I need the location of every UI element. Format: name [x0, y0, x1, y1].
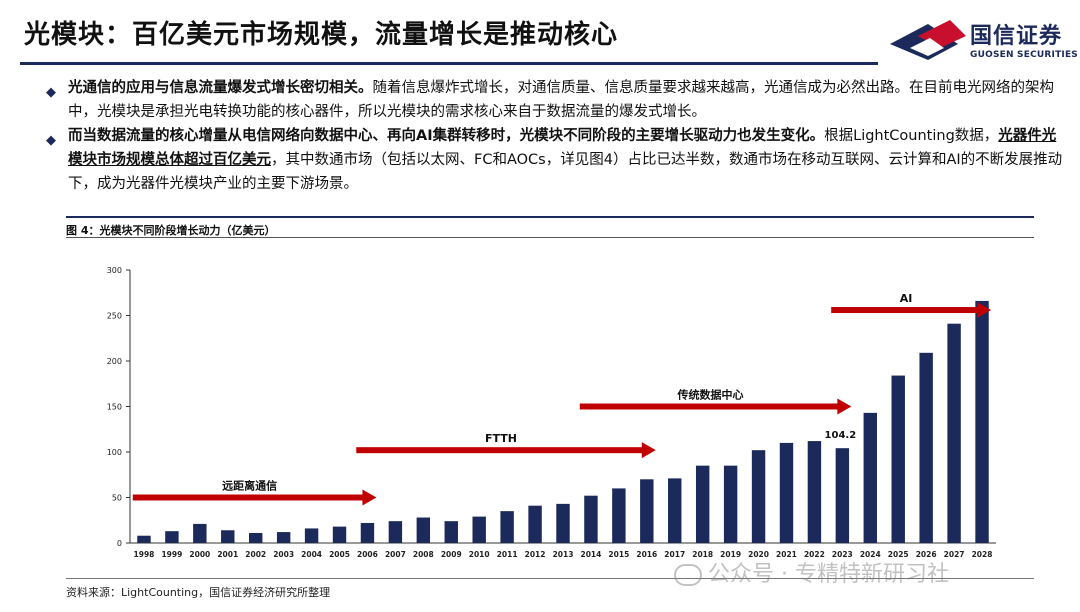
y-tick-label: 0 [117, 539, 122, 548]
x-tick-label: 2012 [525, 550, 546, 559]
x-tick-label: 2014 [580, 550, 601, 559]
bar-2008 [417, 518, 430, 543]
bar-2003 [277, 532, 290, 543]
bar-2004 [305, 528, 318, 543]
annotation-label: 远距离通信 [222, 479, 277, 493]
watermark: 公众号 · 专精特新研习社 [674, 556, 949, 588]
arrow-head-icon [837, 399, 851, 415]
figure-rule-mid [66, 237, 1034, 238]
annotation-arrow [831, 307, 979, 313]
y-tick-label: 200 [107, 357, 122, 366]
bar-chart: 0 50 100 150 200 250 300 1998 1999 2000 2001 2002 20… [66, 240, 1034, 570]
bar-1999 [165, 531, 178, 543]
y-tick-label: 100 [107, 448, 122, 457]
bar-2011 [500, 511, 513, 543]
x-tick-label: 2015 [608, 550, 629, 559]
x-tick-label: 2013 [553, 550, 574, 559]
x-tick-label: 2000 [189, 550, 210, 559]
y-tick-label: 250 [107, 312, 122, 321]
bullet-list: ◆ 光通信的应用与信息流量爆发式增长密切相关。随着信息爆炸式增长，对通信质量、信… [44, 76, 1064, 196]
x-tick-label: 1999 [161, 550, 182, 559]
bullet-2-bold: 而当数据流量的核心增量从电信网络向数据中心、再向AI集群转移时，光模块不同阶段的… [68, 128, 824, 144]
bar-2000 [193, 524, 206, 543]
bar-2002 [249, 533, 262, 543]
annotation-arrow [580, 404, 840, 410]
wechat-icon [674, 564, 702, 586]
figure-title: 图 4：光模块不同阶段增长动力（亿美元） [66, 222, 275, 238]
x-tick-label: 2004 [301, 550, 322, 559]
bar-2019 [724, 466, 737, 543]
title-rule [20, 62, 878, 65]
annotation-label: AI [900, 292, 913, 305]
annotation-label: 传统数据中心 [677, 388, 744, 402]
y-tick-label: 150 [107, 403, 122, 412]
x-tick-label: 2003 [273, 550, 294, 559]
bar-2018 [696, 466, 709, 543]
bar-2024 [864, 413, 877, 543]
arrow-head-icon [642, 442, 656, 458]
x-tick-label: 2001 [217, 550, 238, 559]
x-tick-label: 1998 [134, 550, 155, 559]
bar-1998 [137, 536, 150, 543]
bar-2012 [528, 506, 541, 543]
bar-2022 [808, 441, 821, 543]
bar-2017 [668, 478, 681, 543]
bar-2014 [584, 496, 597, 543]
bullet-2-text-a: 根据LightCounting数据， [824, 128, 998, 144]
diamond-bullet-icon: ◆ [46, 129, 56, 153]
brand-name-en: GUOSEN SECURITIES [970, 50, 1078, 60]
x-tick-label: 2011 [497, 550, 518, 559]
bar-2026 [919, 353, 932, 543]
y-tick-label: 50 [112, 494, 122, 503]
bar-2013 [556, 504, 569, 543]
bullet-1-bold: 光通信的应用与信息流量爆发式增长密切相关。 [68, 80, 373, 96]
data-label: 104.2 [825, 430, 857, 441]
figure-rule-top [66, 216, 1034, 218]
annotation-label: FTTH [485, 432, 517, 445]
bar-2025 [892, 376, 905, 543]
x-tick-label: 2028 [972, 550, 993, 559]
y-tick-label: 300 [107, 266, 122, 275]
bar-2010 [472, 517, 485, 543]
figure-source: 资料来源：LightCounting，国信证券经济研究所整理 [66, 584, 330, 600]
bar-2016 [640, 479, 653, 543]
bar-2027 [947, 324, 960, 543]
x-tick-label: 2006 [357, 550, 378, 559]
bullet-item-2: ◆ 而当数据流量的核心增量从电信网络向数据中心、再向AI集群转移时，光模块不同阶… [44, 124, 1064, 196]
x-tick-label: 2008 [413, 550, 434, 559]
diamond-bullet-icon: ◆ [46, 81, 56, 105]
watermark-text: 公众号 · 专精特新研习社 [708, 562, 949, 587]
bar-2020 [752, 450, 765, 543]
x-tick-label: 2016 [636, 550, 657, 559]
page-title: 光模块：百亿美元市场规模，流量增长是推动核心 [24, 14, 618, 51]
bar-2006 [361, 523, 374, 543]
bullet-item-1: ◆ 光通信的应用与信息流量爆发式增长密切相关。随着信息爆炸式增长，对通信质量、信… [44, 76, 1064, 124]
x-tick-label: 2002 [245, 550, 266, 559]
x-tick-label: 2005 [329, 550, 350, 559]
bar-2007 [389, 521, 402, 543]
bar-2005 [333, 527, 346, 543]
bar-2009 [445, 521, 458, 543]
brand-name-cn: 国信证券 [970, 18, 1062, 50]
arrow-head-icon [362, 490, 376, 506]
bar-2021 [780, 443, 793, 543]
annotation-arrow [356, 447, 644, 453]
annotation-arrow [133, 495, 365, 501]
x-tick-label: 2009 [441, 550, 462, 559]
bar-2023 [836, 448, 849, 543]
bar-2015 [612, 488, 625, 543]
x-tick-label: 2010 [469, 550, 490, 559]
x-tick-label: 2007 [385, 550, 406, 559]
bar-2001 [221, 530, 234, 543]
bar-2028 [975, 301, 988, 543]
